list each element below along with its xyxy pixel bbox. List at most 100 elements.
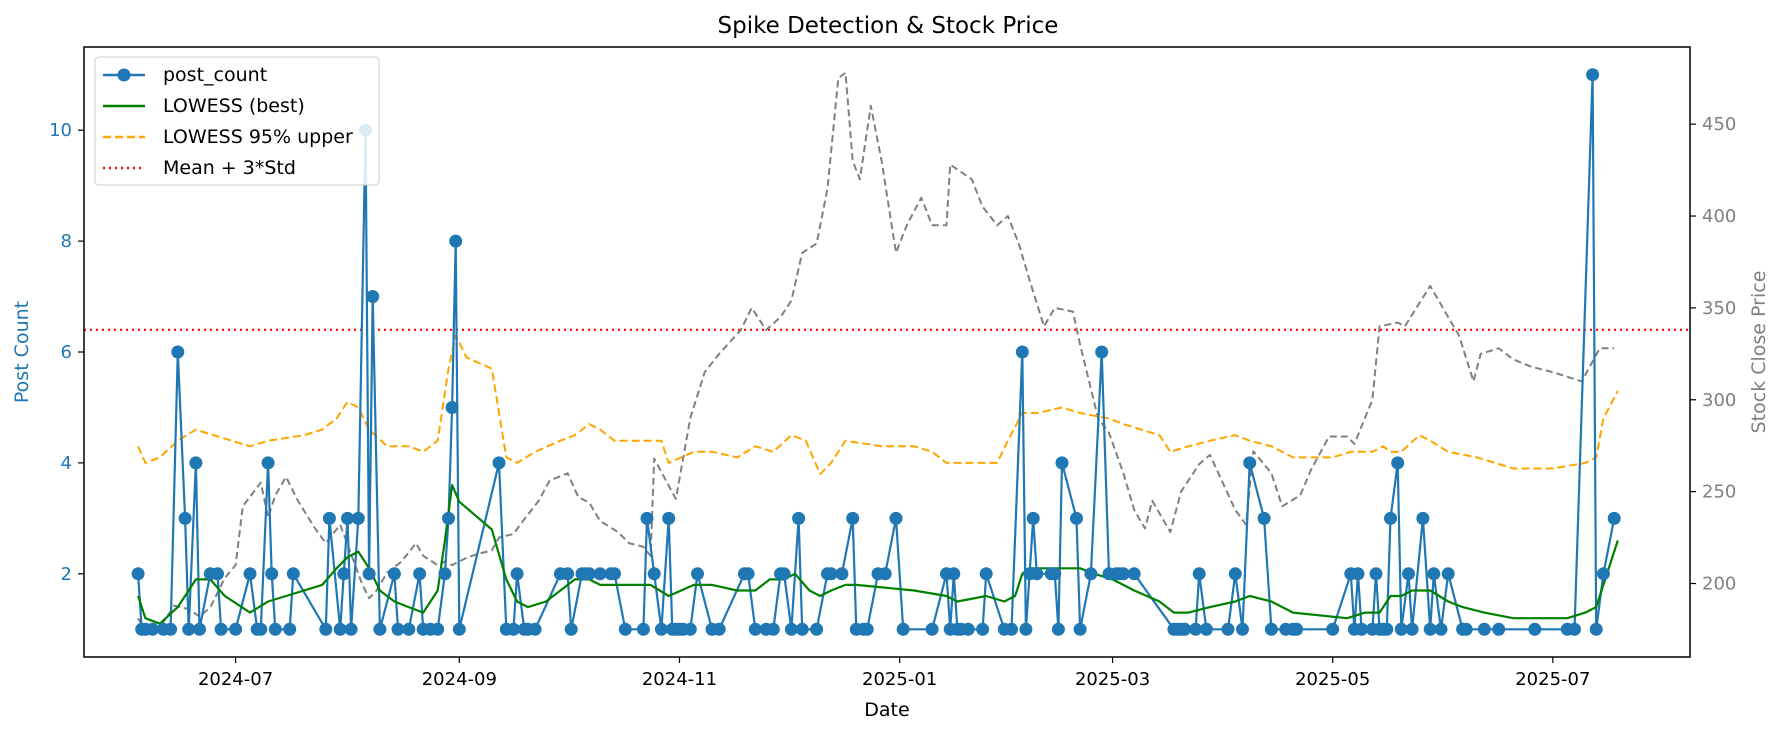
x-tick-label: 2024-07 [198, 669, 273, 690]
post-count-point [662, 511, 676, 525]
post-count-point [1116, 567, 1130, 581]
post-count-point [1607, 511, 1621, 525]
post-count-point [976, 622, 990, 636]
y-right-tick-label: 250 [1702, 482, 1736, 503]
post-count-point [654, 622, 668, 636]
post-count-point [182, 622, 196, 636]
post-count-point [925, 622, 939, 636]
x-tick-label: 2025-03 [1075, 669, 1150, 690]
post-count-point [777, 567, 791, 581]
post-count-point [618, 622, 632, 636]
post-count-point [1127, 567, 1141, 581]
post-count-point [373, 622, 387, 636]
post-count-point [1441, 567, 1455, 581]
post-count-point [1030, 567, 1044, 581]
post-count-point [1427, 567, 1441, 581]
post-count-point [1019, 622, 1033, 636]
y-right-tick-label: 400 [1702, 206, 1736, 227]
post-count-point [979, 567, 993, 581]
post-count-point [640, 511, 654, 525]
post-count-point [608, 567, 621, 581]
y-axis-right-title: Stock Close Price [1748, 271, 1770, 434]
post-count-point [1423, 622, 1437, 636]
post-count-point [748, 622, 762, 636]
post-count-point [286, 567, 300, 581]
post-count-point [341, 511, 354, 525]
post-count-point [402, 622, 416, 636]
post-count-point [1416, 511, 1430, 525]
post-count-point [1221, 622, 1235, 636]
post-count-point [1394, 622, 1408, 636]
post-count-point [387, 567, 401, 581]
post-count-point [1477, 622, 1491, 636]
post-count-point [1084, 567, 1098, 581]
post-count-point [961, 622, 975, 636]
post-count-point [254, 622, 268, 636]
post-count-point [413, 567, 427, 581]
post-count-point [1290, 622, 1304, 636]
legend-label-threshold: Mean + 3*Std [163, 157, 296, 179]
post-count-point [1326, 622, 1340, 636]
post-count-point [1026, 511, 1040, 525]
post-count-point [878, 567, 892, 581]
post-count-point [1402, 567, 1415, 581]
post-count-point [1380, 622, 1394, 636]
y-axis-left-title: Post Count [11, 301, 33, 403]
y-right-tick-label: 350 [1702, 298, 1736, 319]
y-left-tick-label: 8 [61, 231, 72, 252]
x-axis-title: Date [864, 699, 909, 721]
post-count-point [564, 622, 578, 636]
post-count-point [1228, 567, 1242, 581]
post-count-point [344, 622, 358, 636]
post-count-point [1589, 622, 1603, 636]
post-count-point [1586, 68, 1600, 82]
post-count-point [1351, 567, 1365, 581]
post-count-point [319, 622, 333, 636]
post-count-point [766, 622, 780, 636]
lowess-line [137, 484, 1619, 625]
legend-label-lowess_upper: LOWESS 95% upper [163, 126, 353, 148]
post-count-point [442, 511, 455, 525]
post-count-point [351, 511, 365, 525]
post-count-point [229, 622, 243, 636]
lowess-upper-line [137, 334, 1619, 475]
post-count-point [561, 567, 575, 581]
y-left-tick-label: 6 [61, 342, 72, 363]
post-count-point [391, 622, 405, 636]
post-count-point [795, 622, 809, 636]
post-count-point [510, 567, 524, 581]
post-count-point [1051, 622, 1065, 636]
legend-label-lowess: LOWESS (best) [163, 95, 305, 117]
post-count-point [243, 567, 257, 581]
post-count-point [683, 622, 697, 636]
y-left-tick-label: 10 [49, 120, 72, 141]
post-count-point [1257, 511, 1271, 525]
x-tick-label: 2025-05 [1295, 669, 1370, 690]
post-count-point [1568, 622, 1581, 636]
post-count-point [146, 622, 160, 636]
post-count-point [846, 511, 860, 525]
plot-area [84, 68, 1690, 636]
post-count-point [449, 234, 463, 248]
x-axis: 2024-07 2024-09 2024-11 2025-01 2025-03 2025-… [198, 657, 1590, 690]
post-count-point [445, 401, 459, 414]
post-count-point [824, 567, 838, 581]
y-left-tick-label: 2 [61, 564, 72, 585]
post-count-point [792, 511, 806, 525]
y-axis-left: 2 4 6 8 10 [49, 120, 84, 585]
post-count-point [131, 567, 145, 581]
post-count-point [507, 622, 520, 636]
post-count-point [1095, 345, 1109, 359]
post-count-point [784, 622, 798, 636]
y-left-tick-label: 4 [61, 453, 72, 474]
y-right-tick-label: 450 [1702, 114, 1736, 135]
post-count-point [452, 622, 466, 636]
post-count-point [362, 567, 376, 581]
post-count-point [1459, 622, 1473, 636]
post-count-line [137, 73, 1616, 631]
post-count-point [582, 567, 596, 581]
legend-box [94, 56, 380, 186]
post-count-point [189, 456, 203, 470]
